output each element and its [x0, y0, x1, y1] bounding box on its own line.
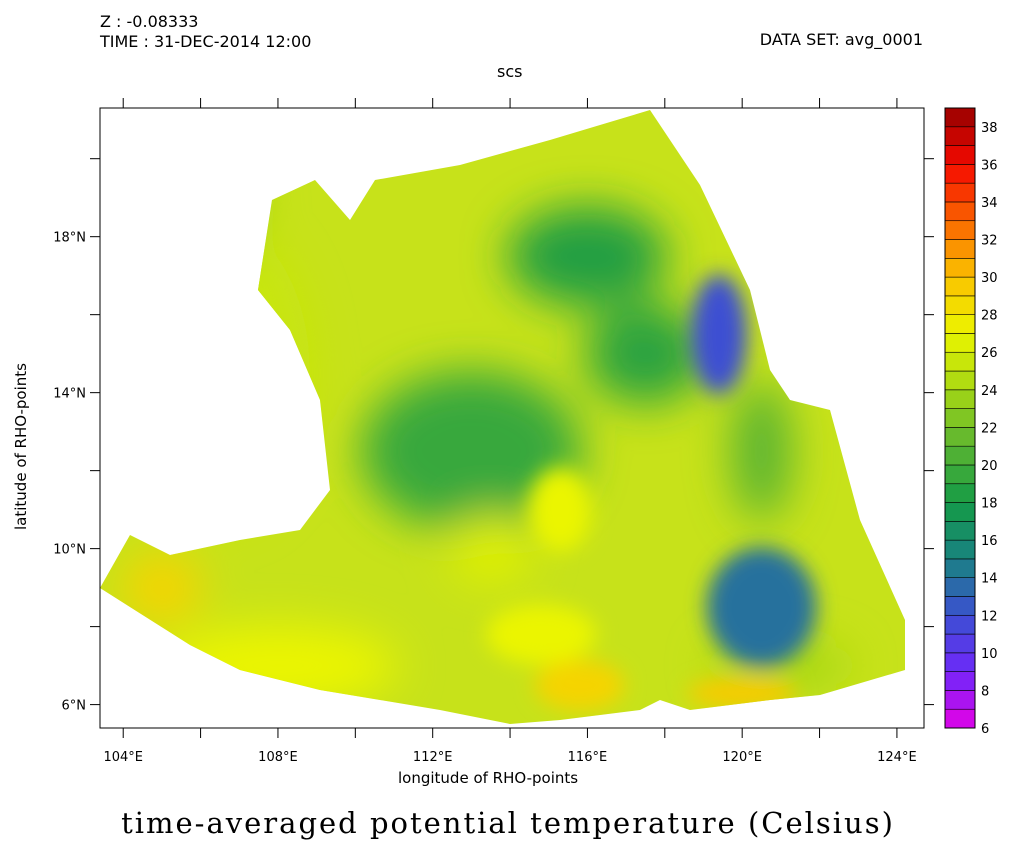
- y-tick-label: 18°N: [53, 231, 86, 246]
- colorbar-tick-label: 10: [981, 647, 998, 662]
- colorbar-tick-label: 26: [981, 346, 998, 361]
- x-axis: 104°E 108°E 112°E 116°E 120°E 124°E: [103, 98, 917, 765]
- region-west-coast: [129, 223, 310, 524]
- colorbar-tick-label: 12: [981, 609, 998, 624]
- colorbar-segment: [944, 539, 976, 560]
- colorbar-segment: [944, 389, 976, 409]
- colorbar-segment: [944, 558, 976, 578]
- region-basin-east: [585, 303, 706, 404]
- colorbar-segment: [944, 483, 976, 503]
- plot-frame: [99, 107, 925, 729]
- region-title: scs: [497, 62, 523, 81]
- x-axis-label: longitude of RHO-points: [398, 769, 579, 787]
- colorbar-segment: [944, 126, 976, 146]
- y-tick-label: 6°N: [62, 699, 87, 714]
- colorbar-tick-label: 24: [981, 384, 998, 399]
- colorbar-tick-label: 28: [981, 309, 998, 324]
- colorbar-segment: [944, 427, 976, 447]
- colorbar-segment: [944, 164, 976, 184]
- colorbar-tick-label: 20: [981, 459, 998, 474]
- colorbar-segment: [944, 596, 976, 616]
- colorbar-segment: [944, 408, 976, 428]
- colorbar-segment: [944, 201, 976, 222]
- colorbar-segment: [944, 652, 976, 672]
- figure-caption: time-averaged potential temperature (Cel…: [121, 806, 895, 840]
- colorbar-tick-label: 8: [981, 684, 989, 699]
- colorbar-tick-label: 6: [981, 722, 989, 737]
- colorbar-segment: [944, 276, 976, 297]
- y-tick-label: 14°N: [53, 387, 86, 402]
- region-mindanao-warm: [687, 677, 798, 708]
- x-tick-label: 120°E: [722, 750, 762, 765]
- colorbar-segment: [944, 239, 976, 259]
- x-tick-label: 108°E: [258, 750, 298, 765]
- colorbar-segment: [944, 182, 976, 203]
- y-axis: 6°N 10°N 14°N 18°N: [53, 158, 934, 714]
- colorbar-segment: [944, 220, 976, 240]
- colorbar-tick-label: 16: [981, 534, 998, 549]
- x-tick-label: 116°E: [568, 750, 608, 765]
- x-tick-label: 112°E: [413, 750, 453, 765]
- colorbar-tick-label: 34: [981, 196, 998, 211]
- colorbar-segment: [944, 671, 976, 691]
- colorbar-segment: [944, 502, 976, 522]
- region-philippines-strip: [731, 381, 792, 522]
- colorbar-segment: [944, 258, 976, 278]
- colorbar-segment: [944, 445, 976, 466]
- region-north-central: [507, 206, 668, 307]
- x-tick-label: 124°E: [877, 750, 917, 765]
- colorbar-tick-label: 38: [981, 121, 998, 136]
- colorbar-frame: [944, 107, 976, 729]
- colorbar-tick-label: 30: [981, 271, 998, 286]
- colorbar-segment: [944, 708, 976, 729]
- colorbar-segment: [944, 333, 976, 353]
- region-south-coast: [121, 552, 202, 623]
- colorbar-tick-label: 32: [981, 234, 998, 249]
- colorbar-segment: [944, 145, 976, 165]
- colorbar-segment: [944, 690, 976, 710]
- region-south-warm: [534, 660, 625, 711]
- region-warm-patch-2: [486, 604, 597, 665]
- colorbar-segment: [944, 614, 976, 635]
- colorbar: 6 8 10 12 14 16 18 20 22 24 26 28 30 32 34 36 38: [944, 107, 998, 737]
- colorbar-segment: [944, 295, 976, 315]
- colorbar-segment: [944, 577, 976, 597]
- region-warm-patch-1: [450, 513, 531, 584]
- colorbar-segment: [944, 107, 976, 128]
- colorbar-segment: [944, 370, 976, 391]
- region-sulu-sea: [706, 547, 817, 668]
- z-level-label: Z : -0.08333: [100, 12, 199, 31]
- region-central-basin: [361, 371, 582, 532]
- colorbar-tick-label: 36: [981, 158, 998, 173]
- colorbar-segment: [944, 521, 976, 541]
- colorbar-segment: [944, 351, 976, 372]
- dataset-label: DATA SET: avg_0001: [759, 30, 923, 49]
- colorbar-tick-label: 22: [981, 421, 998, 436]
- colorbar-segment: [944, 314, 976, 334]
- region-warm-eddy: [528, 467, 593, 552]
- y-tick-label: 10°N: [53, 543, 86, 558]
- region-luzon-cold: [690, 274, 747, 395]
- colorbar-segment: [944, 464, 976, 485]
- x-tick-label: 104°E: [103, 750, 143, 765]
- colorbar-tick-label: 14: [981, 572, 998, 587]
- field-layer: [100, 110, 905, 724]
- y-axis-label: latitude of RHO-points: [12, 363, 30, 530]
- time-label: TIME : 31-DEC-2014 12:00: [100, 32, 312, 51]
- colorbar-segment: [944, 633, 976, 654]
- region-southwest: [157, 625, 398, 706]
- colorbar-tick-label: 18: [981, 497, 998, 512]
- region-gulf-tonkin: [179, 137, 260, 258]
